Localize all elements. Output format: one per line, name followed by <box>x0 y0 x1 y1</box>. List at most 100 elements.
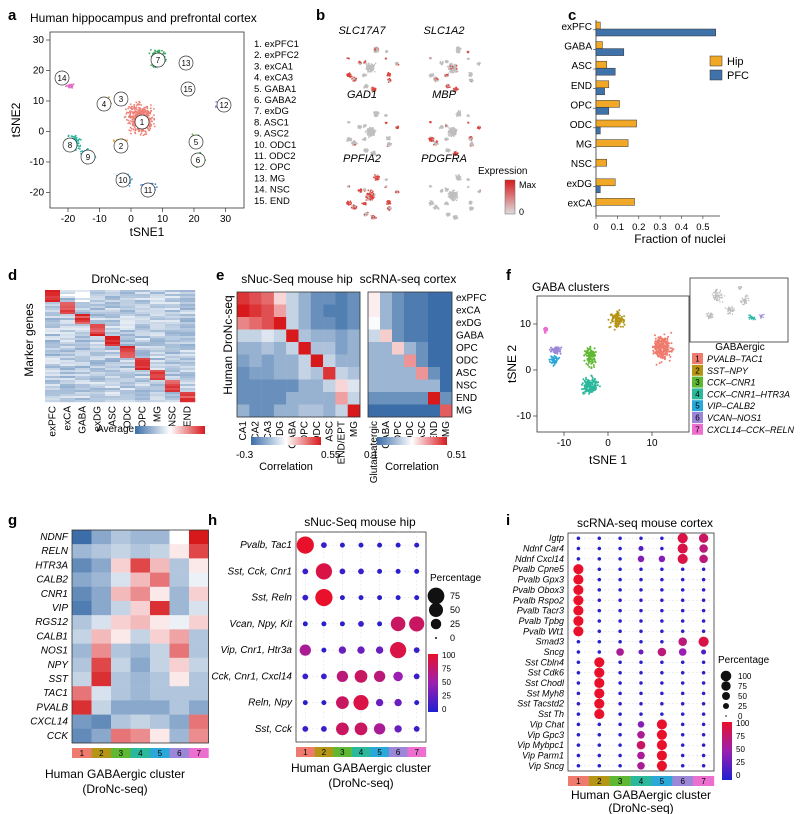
gene-name: PDGFRA <box>421 153 467 165</box>
expression-point <box>375 115 378 117</box>
expression-point <box>369 132 371 134</box>
expression-point <box>367 199 369 201</box>
expression-point <box>366 193 368 195</box>
expression-point <box>454 69 456 72</box>
expression-point <box>457 114 460 116</box>
tick-label: 20 <box>33 66 45 77</box>
cluster-1-points-point <box>125 113 128 115</box>
cluster-list-item: 15. END <box>254 196 290 207</box>
cluster-number: 6 <box>196 156 201 165</box>
cluster-list-item: 3. exCA1 <box>254 61 293 72</box>
cluster-1-points-point <box>140 132 143 135</box>
expression-point <box>446 73 449 76</box>
expression-point <box>366 194 368 197</box>
cluster-1-points-point <box>129 120 132 122</box>
cluster-7-points-point <box>150 64 153 66</box>
expression-point <box>386 136 388 138</box>
expression-point <box>457 70 459 72</box>
panel-a-xticks: -20 -10 0 10 20 30 <box>61 208 231 225</box>
expression-point <box>388 200 391 202</box>
expression-point <box>469 73 472 76</box>
expression-point <box>455 191 457 194</box>
cluster-7-points-point <box>162 51 165 54</box>
expression-point <box>467 51 470 54</box>
cluster-1-points-point <box>131 118 134 121</box>
expression-point <box>371 216 373 219</box>
expression-point <box>358 125 361 128</box>
expression-point <box>368 64 371 67</box>
expression-point <box>364 74 366 76</box>
expression-point <box>470 143 473 145</box>
cluster-1-points-point <box>150 118 152 120</box>
cluster-1-points-point <box>149 111 152 114</box>
gene-name: SLC1A2 <box>424 25 465 37</box>
cluster-1-points-point <box>127 119 130 122</box>
cluster-1-points-point <box>130 130 132 132</box>
cluster-1-points-point <box>133 104 136 106</box>
expression-point <box>447 84 450 86</box>
expression-point <box>453 130 456 132</box>
expression-point <box>374 112 377 115</box>
expression-point <box>444 139 447 141</box>
expression-point <box>348 57 350 60</box>
tick-label: -20 <box>30 188 45 199</box>
cluster-11-points-point <box>155 186 158 189</box>
cluster-1-points-point <box>127 107 130 110</box>
cluster-1-points-point <box>142 110 145 113</box>
cluster-1-points-point <box>130 132 132 135</box>
expression-point <box>367 196 370 199</box>
expression-point <box>451 198 453 201</box>
cluster-number: 4 <box>102 100 107 109</box>
cluster-1-points-point <box>134 131 136 134</box>
expression-point <box>444 75 447 77</box>
expression-point <box>453 193 456 195</box>
cluster-1-points-point <box>148 126 151 128</box>
cluster-1-points-point <box>129 126 132 129</box>
expression-point <box>353 78 355 81</box>
expression-point <box>431 140 433 142</box>
cluster-12-points-point <box>215 101 218 103</box>
expression-point <box>346 74 348 77</box>
cluster-11-points-point <box>140 184 142 186</box>
expression-point <box>347 201 350 204</box>
cluster-1-points-point <box>146 115 149 117</box>
expression-point <box>386 138 389 141</box>
expression-point <box>448 127 450 129</box>
expression-point <box>367 195 370 197</box>
cluster-list-item: 6. GABA2 <box>254 95 296 106</box>
expression-point <box>348 204 350 206</box>
expression-point <box>440 190 442 192</box>
cluster-10-points-point <box>131 178 133 181</box>
expression-point <box>432 140 435 142</box>
cluster-1-points-point <box>144 110 147 113</box>
expression-point <box>389 73 391 75</box>
panel-a-label: a <box>8 7 17 24</box>
expression-point <box>395 62 398 65</box>
expression-map-PPFIA2 <box>346 174 400 220</box>
cluster-8-points-point <box>74 134 77 137</box>
cluster-list-item: 8. ASC1 <box>254 117 289 128</box>
tick-label: -20 <box>61 214 76 225</box>
cluster-list-item: 1. exPFC1 <box>254 39 299 50</box>
expression-point <box>364 215 366 217</box>
expression-point <box>375 49 378 52</box>
expression-point <box>367 71 369 73</box>
cluster-1-points-point <box>129 113 132 116</box>
expression-point <box>438 126 441 129</box>
expression-map-PDGFRA <box>428 173 482 220</box>
cluster-8-points-point <box>67 135 70 138</box>
expression-point <box>370 68 373 70</box>
expression-point <box>349 138 351 141</box>
expression-point <box>376 178 378 181</box>
cluster-9-points-point <box>80 150 82 153</box>
cluster-1-points-point <box>150 104 152 106</box>
gene-name: GAD1 <box>347 89 377 101</box>
expression-point <box>385 115 387 117</box>
expression-point <box>359 189 361 192</box>
cluster-list-item: 13. MG <box>254 173 285 184</box>
expression-point <box>347 74 350 77</box>
expression-point <box>446 149 448 152</box>
